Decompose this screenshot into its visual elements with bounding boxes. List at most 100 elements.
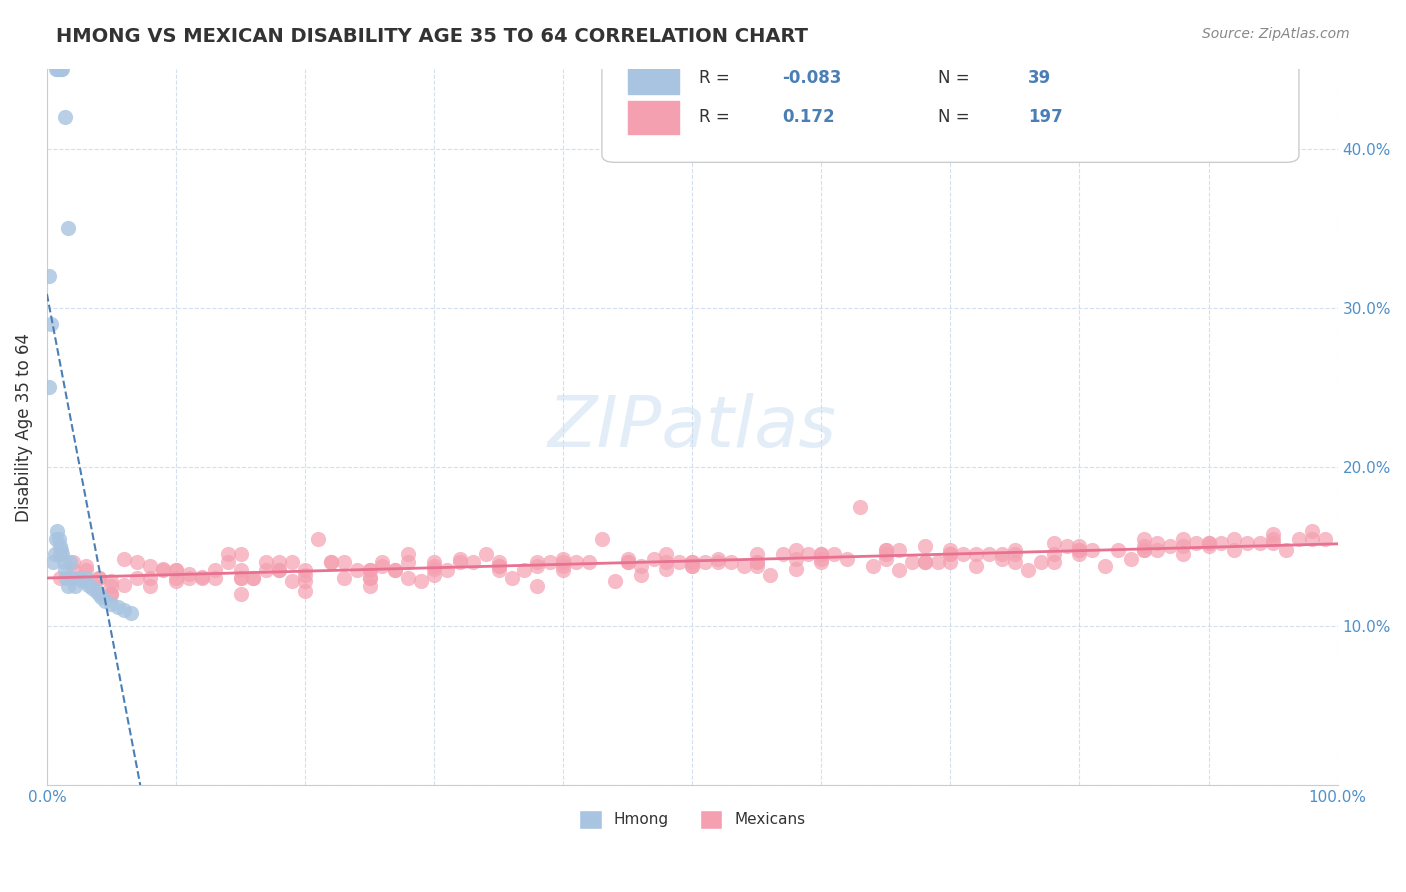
Point	[887, 563, 910, 577]
Point	[952, 548, 974, 562]
Point	[991, 552, 1014, 566]
Point	[630, 558, 652, 573]
Point	[668, 555, 690, 569]
Point	[294, 563, 316, 577]
Point	[77, 577, 100, 591]
Point	[616, 552, 638, 566]
Text: 197: 197	[1028, 108, 1063, 127]
Point	[591, 532, 613, 546]
Point	[49, 571, 72, 585]
Point	[281, 574, 304, 589]
Text: R =: R =	[699, 69, 735, 87]
Point	[371, 558, 394, 573]
Point	[90, 591, 112, 605]
Point	[745, 548, 768, 562]
Point	[396, 548, 419, 562]
Point	[423, 568, 446, 582]
Text: N =: N =	[938, 108, 974, 127]
Point	[1261, 532, 1284, 546]
Text: 39: 39	[1028, 69, 1052, 87]
Point	[294, 584, 316, 599]
Point	[59, 555, 82, 569]
Point	[229, 571, 252, 585]
Point	[165, 571, 187, 585]
Point	[49, 540, 72, 554]
Point	[65, 579, 87, 593]
Point	[100, 574, 122, 589]
Point	[87, 587, 110, 601]
Point	[797, 548, 820, 562]
Point	[643, 552, 665, 566]
Point	[423, 562, 446, 576]
Point	[1069, 542, 1091, 557]
Point	[526, 579, 548, 593]
Point	[112, 603, 135, 617]
Point	[1313, 532, 1336, 546]
Point	[745, 555, 768, 569]
Point	[217, 548, 239, 562]
Point	[655, 555, 678, 569]
Point	[1198, 536, 1220, 550]
Point	[501, 571, 523, 585]
Point	[112, 577, 135, 591]
Point	[1056, 540, 1078, 554]
Point	[488, 558, 510, 573]
Point	[269, 563, 291, 577]
Point	[1236, 536, 1258, 550]
Point	[49, 62, 72, 77]
Point	[707, 555, 730, 569]
Point	[513, 563, 536, 577]
Point	[307, 532, 329, 546]
Point	[1069, 548, 1091, 562]
Point	[578, 555, 600, 569]
Point	[217, 555, 239, 569]
Point	[75, 558, 97, 573]
Point	[1211, 536, 1233, 550]
Text: -0.083: -0.083	[783, 69, 842, 87]
Point	[229, 587, 252, 601]
Point	[939, 548, 962, 562]
Point	[229, 571, 252, 585]
Point	[87, 571, 110, 585]
Point	[1249, 536, 1271, 550]
Point	[49, 62, 72, 77]
Point	[488, 563, 510, 577]
Text: Source: ZipAtlas.com: Source: ZipAtlas.com	[1202, 27, 1350, 41]
Point	[62, 555, 84, 569]
Point	[44, 548, 66, 562]
Point	[655, 548, 678, 562]
Point	[294, 568, 316, 582]
Point	[1004, 548, 1026, 562]
Point	[810, 555, 832, 569]
Text: ZIPatlas: ZIPatlas	[548, 392, 837, 462]
Point	[359, 579, 381, 593]
Point	[53, 110, 76, 124]
Point	[1029, 555, 1052, 569]
Point	[84, 584, 107, 599]
Point	[810, 548, 832, 562]
Point	[346, 563, 368, 577]
Point	[862, 558, 884, 573]
Point	[423, 558, 446, 573]
Point	[1042, 555, 1064, 569]
Point	[359, 563, 381, 577]
Point	[80, 581, 103, 595]
Point	[1069, 542, 1091, 557]
Point	[371, 555, 394, 569]
Point	[359, 563, 381, 577]
Point	[965, 558, 987, 573]
Point	[107, 599, 129, 614]
Bar	[627, 62, 679, 95]
Point	[242, 571, 264, 585]
Point	[94, 593, 117, 607]
Legend: Hmong, Mexicans: Hmong, Mexicans	[572, 804, 811, 835]
Point	[39, 317, 62, 331]
Point	[979, 548, 1001, 562]
Point	[269, 555, 291, 569]
Point	[72, 574, 94, 589]
Point	[1081, 542, 1104, 557]
Y-axis label: Disability Age 35 to 64: Disability Age 35 to 64	[15, 333, 32, 522]
Point	[120, 607, 142, 621]
Point	[449, 555, 471, 569]
Point	[1119, 552, 1142, 566]
